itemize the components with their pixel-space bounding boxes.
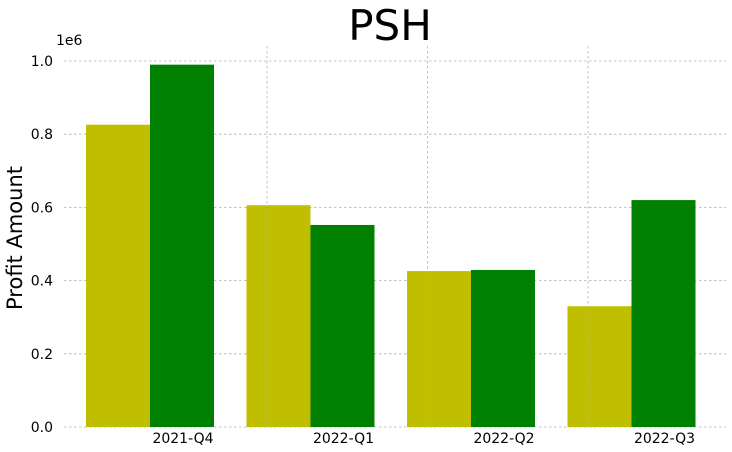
bar-2021-Q4-series-1 <box>86 124 150 428</box>
y-axis-offset-label: 1e6 <box>56 33 83 49</box>
bar-2022-Q3-series-2 <box>631 200 696 427</box>
x-tick-label: 2022-Q2 <box>473 431 534 447</box>
bar-2022-Q3-series-1 <box>567 306 632 427</box>
y-tick-label: 0.8 <box>31 127 53 143</box>
bar-2022-Q2-series-1 <box>407 271 471 427</box>
bar-2022-Q1-series-1 <box>246 205 311 427</box>
chart-title: PSH <box>348 1 432 50</box>
x-tick-label: 2021-Q4 <box>152 431 213 447</box>
bar-2022-Q1-series-2 <box>310 224 375 427</box>
bars <box>86 64 696 428</box>
y-tick-label: 0.6 <box>31 200 53 216</box>
x-grid <box>266 46 589 427</box>
bar-2021-Q4-series-2 <box>150 64 214 427</box>
y-tick-label: 0.4 <box>31 274 53 290</box>
y-axis-ticks: 0.0 0.2 0.4 0.6 0.8 1.0 <box>31 54 53 436</box>
y-tick-label: 1.0 <box>31 54 53 70</box>
y-axis-label: Profit Amount <box>3 166 27 310</box>
y-tick-label: 0.0 <box>31 420 53 436</box>
y-tick-label: 0.2 <box>31 347 53 363</box>
x-tick-label: 2022-Q3 <box>634 431 695 447</box>
x-tick-label: 2022-Q1 <box>313 431 374 447</box>
x-axis-ticks: 2021-Q4 2022-Q1 2022-Q2 2022-Q3 <box>152 431 695 447</box>
bar-2022-Q2-series-2 <box>471 269 535 427</box>
